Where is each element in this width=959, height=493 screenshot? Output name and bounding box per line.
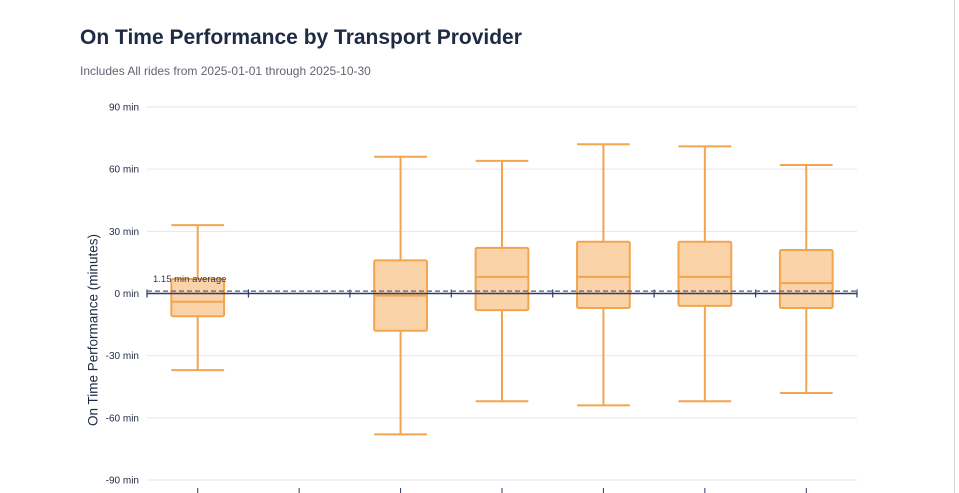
y-tick-label: 60 min [109,165,139,176]
y-tick-label: -60 min [106,413,139,424]
scroll-edge [954,0,959,493]
y-tick-labels: 90 min 60 min 30 min 0 min -30 min -60 min -90… [106,103,139,487]
chart-subtitle: Includes All rides from 2025-01-01 throu… [80,64,371,78]
average-label: 1.15 min average [153,274,226,285]
boxes [170,143,834,436]
box-1 [170,224,226,372]
box-3 [373,155,428,436]
y-tick-label: 0 min [115,289,139,300]
chart-title: On Time Performance by Transport Provide… [80,26,522,49]
y-tick-label: -90 min [106,476,139,487]
iqr-box [170,277,226,318]
box-5 [576,143,631,407]
y-tick-label: 90 min [109,103,139,114]
iqr-box [677,240,733,307]
iqr-box [474,246,530,312]
iqr-box [778,248,834,310]
box-7 [778,164,834,394]
average-reference: 1.15 min average [147,274,857,292]
box-6 [677,145,733,403]
gridlines [147,106,857,481]
box-4 [474,159,530,403]
y-tick-label: -30 min [106,351,139,362]
iqr-box [576,240,631,310]
y-tick-label: 30 min [109,227,139,238]
